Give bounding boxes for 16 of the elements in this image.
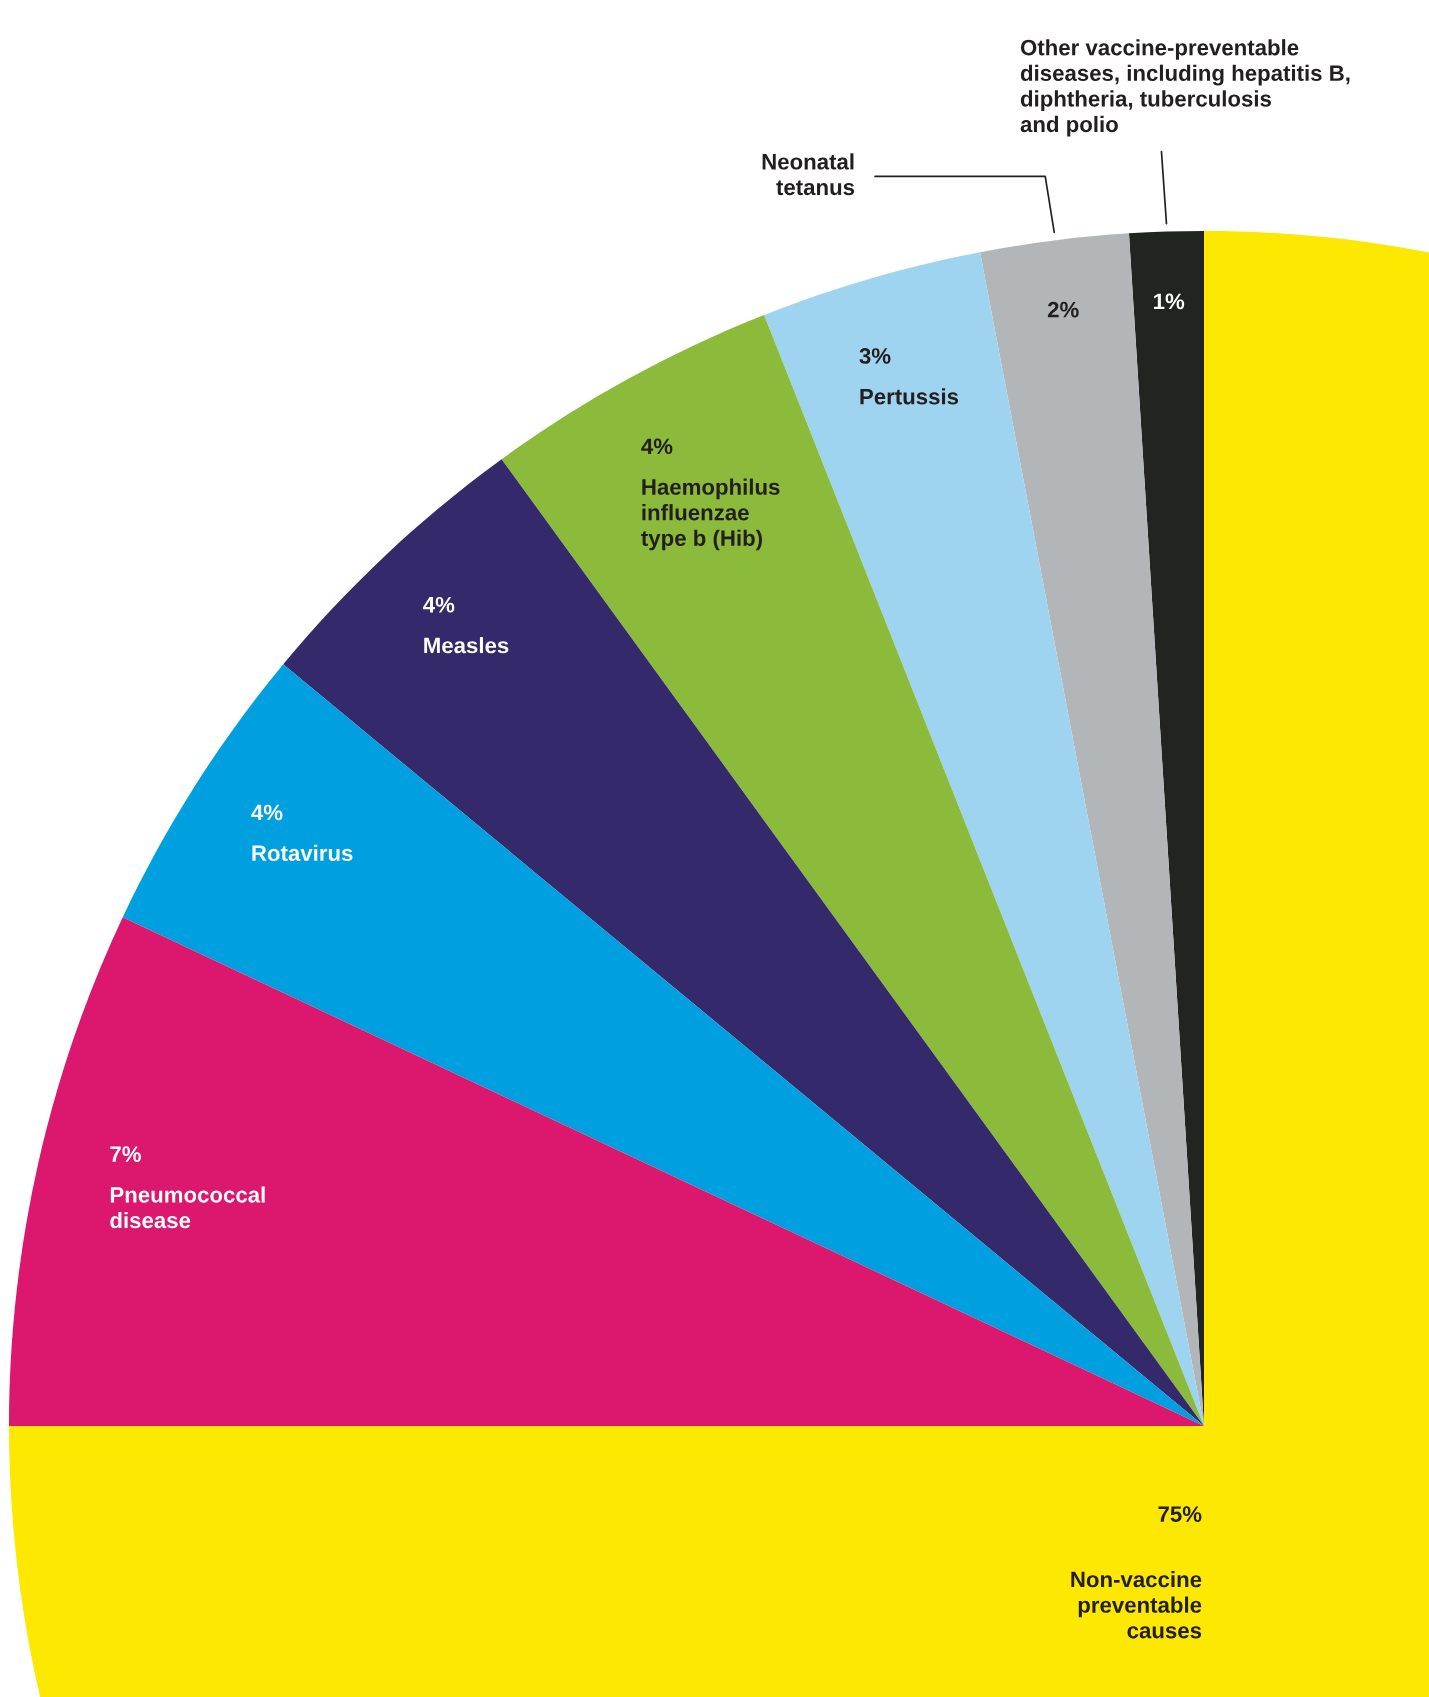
data-label: 2% [1047, 301, 1079, 318]
slice-label: Non-vaccine preventable causes [1071, 1571, 1202, 1639]
data-label: 7% [110, 1146, 141, 1162]
data-label: 3% [859, 348, 891, 364]
slice-label: Haemophilus influenzae type b (Hib) [641, 478, 780, 551]
slice-label: Pertussis [860, 388, 959, 405]
data-label: 1% [1154, 293, 1185, 310]
slice-label: Pneumococcal disease [110, 1186, 265, 1229]
slice-label: Measles [424, 636, 509, 654]
slice-label: Rotavirus [252, 844, 353, 862]
slice-label: Neonatal tetanus [762, 153, 855, 196]
data-label: 4% [423, 596, 455, 613]
data-label: 75% [1158, 1506, 1202, 1522]
slice-label: Other vaccine-preventable diseases, including hepatitis B, diphtheria, tuberculosis and polio [1020, 39, 1350, 137]
data-label: 4% [251, 804, 283, 821]
data-label: 4% [641, 438, 673, 455]
